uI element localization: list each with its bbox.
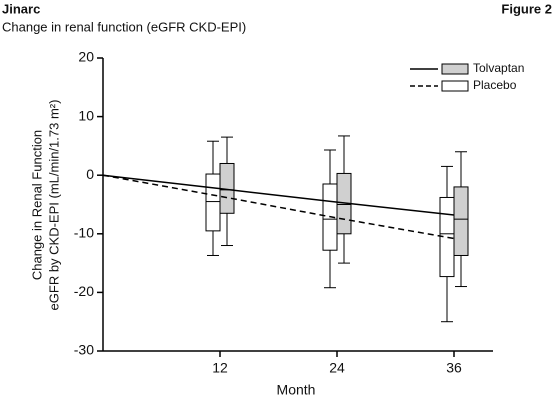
figure-label: Figure 2 bbox=[501, 1, 552, 16]
legend-swatch bbox=[441, 63, 469, 75]
legend-swatch bbox=[441, 80, 469, 92]
y-tick-label: -30 bbox=[74, 342, 94, 358]
y-axis-label: eGFR by CKD-EPI (mL/min/1.73 m²) bbox=[46, 100, 61, 311]
box bbox=[439, 196, 455, 278]
legend-label: Placebo bbox=[473, 78, 517, 92]
x-tick-label: 12 bbox=[212, 360, 228, 376]
legend-label: Tolvaptan bbox=[473, 61, 524, 75]
y-tick-label: 10 bbox=[78, 107, 94, 123]
mean-line bbox=[102, 174, 455, 240]
mean-line bbox=[102, 174, 455, 216]
x-axis-label: Month bbox=[277, 382, 316, 398]
y-tick-label: -20 bbox=[74, 283, 94, 299]
box bbox=[453, 186, 469, 256]
y-axis-label: Change in Renal Function bbox=[29, 130, 44, 280]
chart-title: Jinarc bbox=[2, 1, 40, 16]
y-tick-label: 20 bbox=[78, 49, 94, 65]
x-tick-label: 24 bbox=[329, 360, 345, 376]
chart-subtitle: Change in renal function (eGFR CKD-EPI) bbox=[2, 19, 246, 34]
box bbox=[205, 173, 221, 232]
y-tick-label: -10 bbox=[74, 225, 94, 241]
x-tick-label: 36 bbox=[446, 360, 462, 376]
y-tick-label: 0 bbox=[86, 166, 94, 182]
